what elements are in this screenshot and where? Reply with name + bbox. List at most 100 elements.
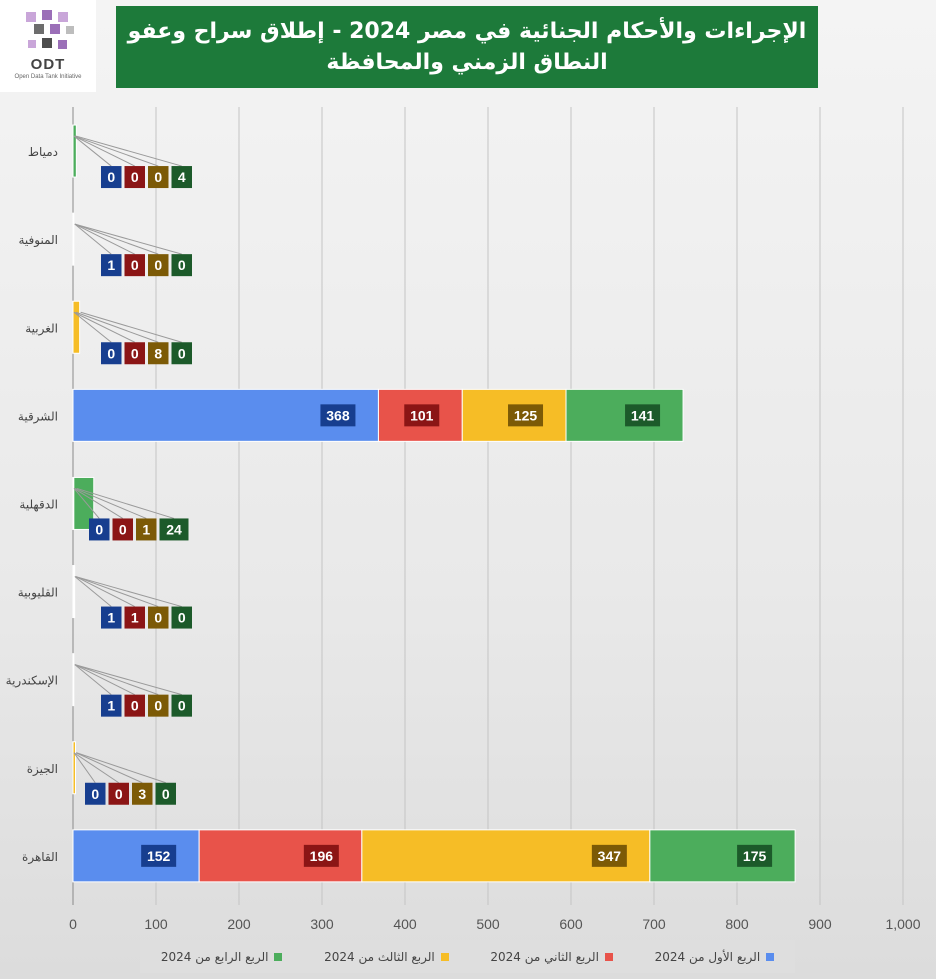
data-label-box	[124, 254, 145, 277]
leader-line	[76, 487, 175, 519]
chart-title: الإجراءات والأحكام الجنائية في مصر 2024 …	[116, 6, 818, 88]
x-tick-label: 500	[476, 916, 500, 932]
data-label-box	[132, 782, 153, 805]
data-label: 0	[107, 169, 115, 185]
data-label: 0	[131, 345, 139, 361]
data-label: 0	[131, 698, 139, 714]
chart-title-line-2: النطاق الزمني والمحافظة	[326, 50, 608, 75]
data-label: 1	[131, 610, 139, 626]
data-label: 1	[142, 521, 150, 537]
category-label: المنوفية	[18, 233, 58, 248]
bar-segment	[72, 829, 200, 883]
data-label: 0	[154, 610, 162, 626]
leader-line	[75, 576, 159, 608]
legend-item-q4: الربع الرابع من 2024	[161, 950, 283, 964]
leader-line	[75, 311, 159, 343]
leader-line	[73, 311, 112, 343]
data-label: 175	[743, 848, 767, 864]
data-label: 196	[310, 848, 334, 864]
bar-segment	[565, 388, 684, 442]
data-label-box	[171, 342, 192, 365]
leader-line	[75, 576, 135, 607]
data-label-box	[591, 844, 627, 867]
data-label-box	[124, 166, 145, 189]
data-label: 368	[326, 407, 350, 423]
data-label-box	[124, 694, 145, 717]
legend-label-q4: الربع الرابع من 2024	[160, 949, 269, 964]
data-label-box	[171, 606, 192, 629]
category-label: دمياط	[28, 145, 58, 159]
data-label-box	[148, 694, 169, 717]
data-label: 0	[178, 610, 186, 626]
data-label-box	[303, 844, 339, 867]
data-label: 0	[107, 345, 115, 361]
data-label-box	[148, 254, 169, 277]
x-tick-label: 600	[559, 916, 583, 932]
leader-line	[75, 752, 143, 784]
legend-label-q3: الربع الثالث من 2024	[324, 949, 435, 964]
leader-line	[73, 752, 120, 784]
category-label: الجيزة	[27, 762, 58, 777]
leader-line	[76, 752, 166, 784]
category-label: القليوبية	[18, 586, 58, 601]
logo: ODT Open Data Tank Initiative	[0, 0, 96, 92]
category-label: الإسكندرية	[6, 674, 58, 689]
x-tick-label: 100	[144, 916, 168, 932]
leader-line	[75, 135, 182, 167]
data-label-box	[124, 342, 145, 365]
data-label: 0	[119, 521, 127, 537]
data-label: 24	[166, 521, 182, 537]
data-label-box	[737, 844, 773, 867]
odt-logo-icon	[26, 10, 74, 49]
x-tick-label: 0	[69, 916, 77, 932]
leader-line	[74, 664, 159, 696]
data-label-box	[141, 844, 177, 867]
x-tick-label: 300	[310, 916, 334, 932]
category-label: القاهرة	[22, 850, 58, 865]
leader-line	[74, 664, 112, 696]
data-label-box	[320, 404, 356, 427]
leader-line	[73, 311, 135, 343]
bar-segment	[72, 124, 77, 178]
data-label-box	[171, 694, 192, 717]
data-label-box	[85, 782, 106, 805]
data-label: 0	[178, 257, 186, 273]
data-label: 347	[598, 848, 622, 864]
x-tick-label: 1,000	[885, 916, 920, 932]
leader-line	[75, 576, 182, 608]
data-label-box	[101, 166, 122, 189]
leader-line	[74, 576, 112, 607]
data-label-box	[148, 342, 169, 365]
bar-segment	[72, 212, 75, 266]
data-label: 125	[514, 407, 538, 423]
bar-segment	[73, 565, 76, 619]
data-label: 152	[147, 848, 171, 864]
data-label-box	[136, 518, 157, 541]
leader-line	[74, 223, 159, 255]
x-tick-label: 400	[393, 916, 417, 932]
x-tick-label: 900	[808, 916, 832, 932]
leader-line	[74, 223, 135, 255]
data-label-box	[148, 606, 169, 629]
data-label-box	[155, 782, 176, 805]
legend-swatch-q2	[604, 952, 613, 961]
data-label: 0	[91, 786, 99, 802]
x-tick-label: 800	[725, 916, 749, 932]
data-label-box	[124, 606, 145, 629]
bar-segment	[72, 741, 76, 795]
legend-item-q1: الربع الأول من 2024	[655, 950, 775, 964]
legend-label-q2: الربع الثاني من 2024	[490, 949, 599, 964]
data-label-box	[171, 166, 192, 189]
data-label: 3	[138, 786, 146, 802]
category-label: الغربية	[25, 321, 58, 336]
data-label-box	[625, 404, 661, 427]
data-label: 0	[154, 698, 162, 714]
data-label: 4	[178, 169, 186, 185]
data-label-box	[101, 342, 122, 365]
data-label-box	[159, 518, 189, 541]
leader-line	[74, 664, 182, 696]
legend-swatch-q3	[440, 952, 449, 961]
leader-line	[73, 135, 159, 167]
legend-label-q1: الربع الأول من 2024	[654, 949, 761, 964]
